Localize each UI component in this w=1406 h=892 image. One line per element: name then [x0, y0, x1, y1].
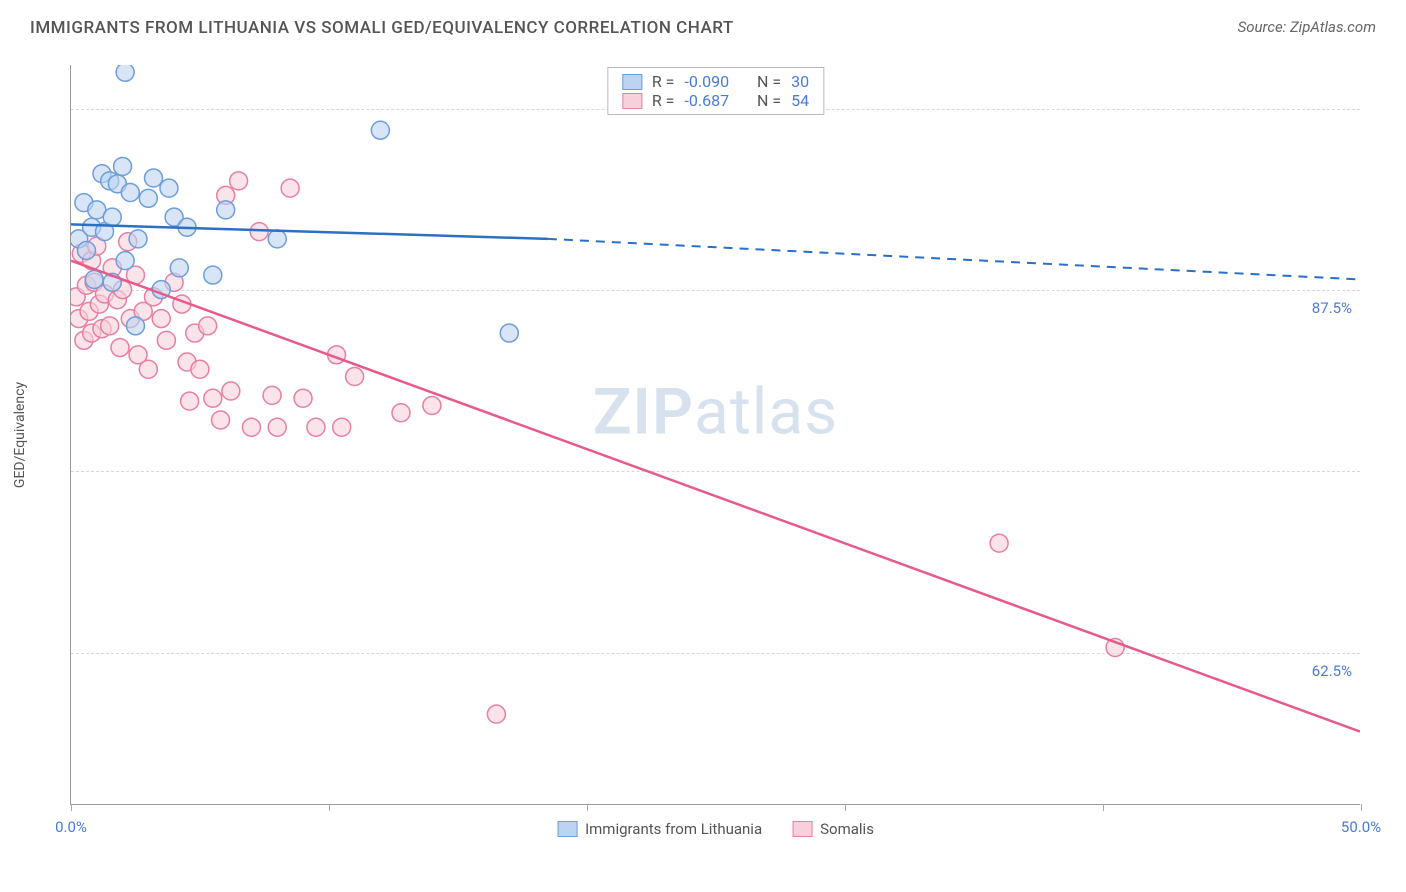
- x-tick: [845, 804, 846, 811]
- x-tick: [1361, 804, 1362, 811]
- x-tick-label: 50.0%: [1341, 818, 1381, 836]
- chart-container: GED/Equivalency ZIPatlas R = -0.090 N = …: [50, 55, 1370, 815]
- x-tick: [329, 804, 330, 811]
- y-axis-label: GED/Equivalency: [12, 382, 28, 488]
- legend-correlation: R = -0.090 N = 30 R = -0.687 N = 54: [607, 67, 824, 115]
- x-tick-label: 0.0%: [55, 818, 87, 836]
- x-tick: [587, 804, 588, 811]
- x-tick: [71, 804, 72, 811]
- legend-series: Immigrants from Lithuania Somalis: [557, 820, 874, 838]
- legend-row-lithuania: R = -0.090 N = 30: [622, 72, 809, 91]
- swatch-icon: [557, 821, 577, 837]
- x-tick: [1103, 804, 1104, 811]
- plot-area: ZIPatlas R = -0.090 N = 30 R = -0.687 N …: [70, 65, 1360, 805]
- legend-row-somalis: R = -0.687 N = 54: [622, 91, 809, 110]
- scatter-svg: [71, 65, 1360, 804]
- legend-item-lithuania: Immigrants from Lithuania: [557, 820, 762, 838]
- swatch-icon: [622, 74, 642, 90]
- chart-title: IMMIGRANTS FROM LITHUANIA VS SOMALI GED/…: [30, 18, 734, 38]
- legend-item-somalis: Somalis: [792, 820, 874, 838]
- swatch-icon: [622, 93, 642, 109]
- source-label: Source: ZipAtlas.com: [1238, 18, 1376, 36]
- swatch-icon: [792, 821, 812, 837]
